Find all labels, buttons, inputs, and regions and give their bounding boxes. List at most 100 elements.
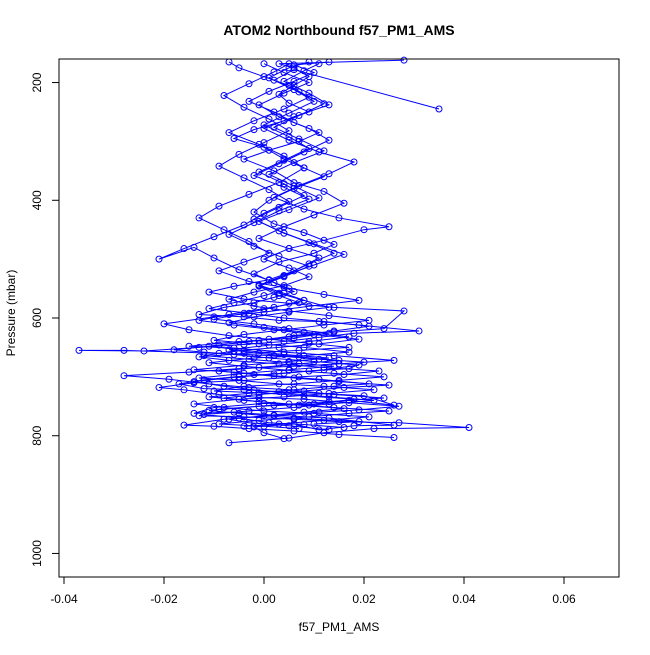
data-point [345,343,353,351]
data-point [300,408,308,416]
data-point [220,92,228,99]
data-point [155,255,163,263]
data-point [320,416,328,424]
data-point [260,323,268,331]
data-point [280,282,288,290]
x-tick-label: 0.00 [252,592,276,606]
data-point [300,192,308,200]
data-point [295,112,303,120]
data-point [270,220,278,228]
data-point [195,353,203,361]
data-point [335,431,343,439]
data-point [305,124,313,132]
series-line [218,61,390,431]
data-point [310,261,318,269]
data-point [320,187,328,195]
chart-title: ATOM2 Northbound f57_PM1_AMS [223,22,454,38]
data-point [200,411,208,419]
data-point [190,366,198,374]
data-point [290,334,298,342]
data-point [285,358,293,366]
data-point [280,272,288,280]
data-point [250,172,258,180]
data-point [235,376,243,384]
series-line [158,63,375,428]
data-point [255,363,263,371]
data-point [290,182,298,190]
data-point [280,105,288,113]
data-point [240,155,248,163]
series-line [208,63,390,425]
data-point [195,316,203,324]
data-point [265,196,273,204]
data-point [370,396,378,404]
data-point [255,416,263,424]
y-tick-label: 1000 [30,540,44,567]
data-point [325,426,333,434]
data-point [240,361,248,369]
data-point [210,387,218,395]
data-point [465,423,473,431]
data-point [245,389,253,397]
data-point [205,359,213,367]
data-point [165,375,173,383]
data-point [215,267,223,275]
series-layer [75,56,473,447]
data-point [300,67,308,75]
data-point [330,403,338,411]
data-point [230,351,238,358]
data-point [355,418,363,426]
data-point [260,407,268,415]
data-point [245,355,253,363]
data-series [190,60,378,430]
data-point [225,310,233,318]
data-point [280,69,288,77]
data-point [245,190,253,198]
plot-frame [58,58,620,578]
data-point [160,320,168,328]
data-point [280,314,288,322]
data-point [245,278,253,285]
data-point [260,73,268,81]
data-point [370,386,378,394]
data-point [235,338,243,346]
data-point [260,255,268,263]
data-point [255,101,263,109]
data-point [190,400,198,408]
data-point [290,386,298,394]
data-point [330,249,338,257]
data-point [315,60,323,68]
data-point [320,318,328,326]
data-point [365,316,373,324]
data-point [255,281,263,289]
data-point [255,168,263,176]
data-point [235,409,243,417]
data-point [220,403,228,411]
data-point [335,214,343,222]
data-point [395,402,403,410]
data-point [180,245,188,253]
data-point [390,356,398,364]
data-point [225,129,233,137]
data-point [260,60,268,68]
data-point [205,305,213,313]
data-point [300,229,308,237]
data-series [215,58,393,434]
data-point [230,134,238,142]
data-point [310,400,318,408]
x-tick-label: 0.06 [552,592,576,606]
data-point [350,422,358,430]
data-point [170,346,178,354]
data-point [225,230,233,238]
data-point [250,320,258,328]
data-point [310,97,318,105]
data-point [300,395,308,403]
data-point [330,382,338,390]
data-point [335,418,343,426]
data-point [265,341,273,349]
data-point [290,159,298,167]
data-point [315,340,323,348]
data-point [250,288,258,296]
data-point [280,351,288,358]
data-point [295,88,303,96]
